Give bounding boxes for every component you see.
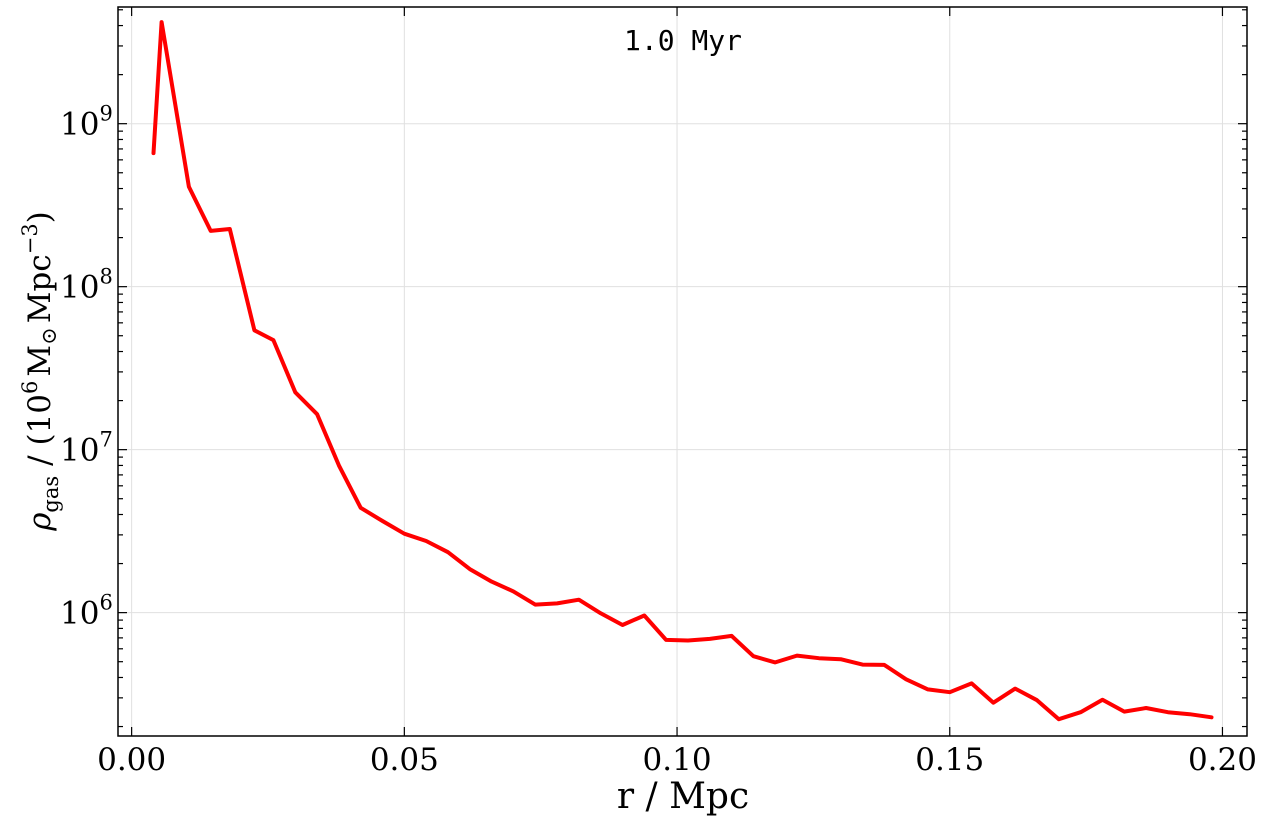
x-tick-label: 0.15 — [915, 742, 984, 778]
x-tick-label: 0.10 — [643, 742, 712, 778]
y-tick-exponent: 6 — [99, 591, 112, 615]
x-tick-label: 0.00 — [97, 742, 166, 778]
y-tick-base: 10 — [60, 107, 99, 143]
y-tick-base: 10 — [60, 433, 99, 469]
x-tick-label: 0.05 — [370, 742, 439, 778]
y-tick-base: 10 — [60, 596, 99, 632]
x-axis-title: r / Mpc — [617, 776, 749, 817]
y-tick-label: 108 — [60, 265, 113, 306]
y-tick-label: 106 — [60, 591, 113, 632]
grid-layer — [118, 7, 1247, 736]
y-tick-label: 109 — [60, 102, 113, 143]
x-tick-label: 0.20 — [1188, 742, 1257, 778]
y-tick-label: 107 — [60, 428, 113, 469]
y-tick-base: 10 — [60, 270, 99, 306]
tick-layer — [118, 7, 1247, 736]
density-profile-line — [151, 20, 1214, 722]
y-axis-title: ρgas/ (106M⊙Mpc−3) — [18, 211, 63, 532]
y-tick-exponent: 7 — [99, 428, 112, 452]
y-tick-exponent: 8 — [99, 265, 112, 289]
time-annotation: 1.0 Myr — [624, 24, 742, 57]
y-tick-exponent: 9 — [99, 102, 112, 126]
x-tick-labels: 0.00 0.05 0.10 0.15 0.20 — [97, 742, 1257, 778]
